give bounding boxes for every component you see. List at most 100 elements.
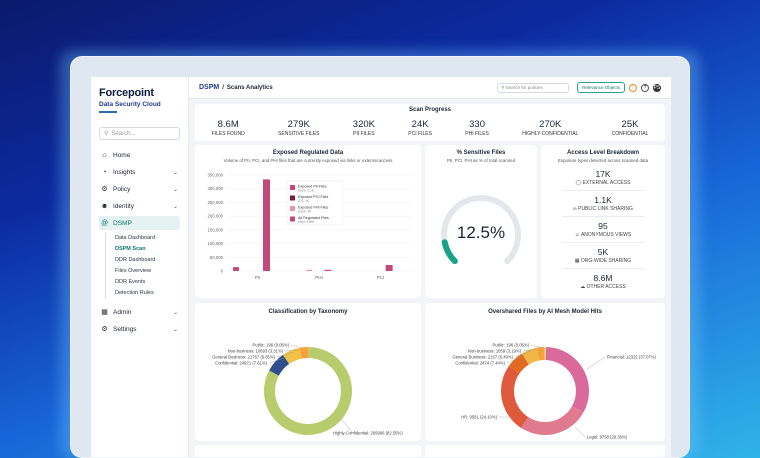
bar-all-regulated-files bbox=[324, 269, 332, 271]
donut-label: Highly-Confidential: 269996 (82.55%) bbox=[333, 430, 403, 435]
globe-icon: ◯ bbox=[575, 180, 583, 186]
chevron-down-icon: ⌄ bbox=[172, 309, 178, 316]
relevance-objects-button[interactable]: Relevance Objects bbox=[577, 82, 625, 93]
help-icon[interactable]: ? bbox=[641, 83, 649, 92]
overshared-title: Overshared Files by AI Mesh Model Hits bbox=[488, 309, 602, 315]
logo: Forcepoint bbox=[99, 87, 154, 99]
stat-value: 320K bbox=[352, 119, 375, 130]
at-sign-icon: @ bbox=[100, 219, 109, 227]
exposed-data-card: Exposed Regulated Data Volume of PII, PC… bbox=[195, 145, 421, 298]
legend-label: All Regulated Files bbox=[298, 216, 329, 220]
stat-label: HIGHLY-CONFIDENTIAL bbox=[522, 131, 579, 137]
leader-line bbox=[340, 418, 354, 434]
building-icon: ▦ bbox=[574, 258, 581, 264]
sidebar: Forcepoint Data Security Cloud ⚲ Search.… bbox=[91, 77, 189, 457]
subnav-item-data-dashboard[interactable]: Data Dashboard bbox=[115, 235, 156, 241]
stat-value: 8.6M bbox=[217, 119, 239, 130]
access-label: ∞ PUBLIC LINK SHARING bbox=[541, 206, 665, 212]
access-value: 17K bbox=[595, 169, 611, 179]
donut-slice-legal bbox=[521, 406, 584, 435]
donut-slice-non-business bbox=[536, 347, 545, 361]
breadcrumb-separator: / bbox=[222, 84, 224, 91]
sidebar-nav: ⌂ Home ◔ Insights ⌄ ⚙ Policy ⌄ ☻ Identit… bbox=[99, 148, 180, 336]
users-icon: ☻ bbox=[100, 202, 109, 210]
donut-slice-public bbox=[308, 347, 310, 359]
sidebar-search-input[interactable]: ⚲ Search... bbox=[99, 127, 180, 140]
access-value: 1.1K bbox=[594, 195, 612, 205]
stat-pci-files: 24K PCI FILES bbox=[408, 119, 432, 137]
legend-detail: Issue: 9K bbox=[298, 210, 312, 214]
sidebar-item-settings[interactable]: ⚙ Settings ⌄ bbox=[99, 322, 180, 336]
access-subtitle: Exposure types detected across scanned d… bbox=[557, 158, 649, 163]
subnav-item-dspm-scan[interactable]: DSPM Scan bbox=[115, 246, 146, 252]
access-other: 8.6M ☁ OTHER ACCESS bbox=[541, 273, 665, 290]
donut-label: Legal: 9758 (29.36%) bbox=[587, 434, 628, 439]
stat-phi-files: 330 PHI FILES bbox=[465, 119, 489, 137]
divider bbox=[562, 216, 644, 217]
avatar[interactable]: PS bbox=[653, 83, 661, 92]
policy-search-input[interactable]: ⚲ Search for policies bbox=[497, 82, 570, 93]
exposed-subtitle: Volume of PII, PCI, and PHI files that a… bbox=[223, 158, 393, 163]
leader-line bbox=[530, 344, 544, 349]
access-title: Access Level Breakdown bbox=[566, 150, 640, 156]
divider bbox=[562, 268, 644, 269]
breadcrumb-root[interactable]: DSPM bbox=[199, 84, 220, 91]
y-tick-label: 300,000 bbox=[207, 186, 223, 191]
bell-icon[interactable]: ! bbox=[629, 83, 637, 92]
exposed-title: Exposed Regulated Data bbox=[272, 150, 344, 156]
access-breakdown-card: Access Level Breakdown Exposure types de… bbox=[541, 145, 665, 298]
access-list: 17K ◯ EXTERNAL ACCESS 1.1K ∞ PUBLIC LINK S… bbox=[541, 169, 665, 290]
logo-underline bbox=[99, 111, 117, 113]
subnav-item-ddr-events[interactable]: DDR Events bbox=[115, 279, 146, 285]
admin-icon: ▦ bbox=[101, 309, 108, 316]
dsmp-subnav: Data Dashboard DSPM Scan DDR Dashboard F… bbox=[105, 233, 180, 299]
subnav-item-files-overview[interactable]: Files Overview bbox=[115, 268, 152, 274]
search-icon: ⚲ bbox=[501, 84, 506, 90]
subnav-item-detection-rules[interactable]: Detection Rules bbox=[115, 290, 154, 296]
stat-highly-confidential: 270K HIGHLY-CONFIDENTIAL bbox=[522, 119, 578, 137]
access-external: 17K ◯ EXTERNAL ACCESS bbox=[541, 169, 665, 186]
legend-swatch bbox=[290, 195, 295, 201]
exposed-bar-chart: 350,000 300,000 250,000 200,000 150,000 100,0… bbox=[207, 173, 411, 280]
stat-label: FILES FOUND bbox=[211, 131, 245, 137]
overshared-donut: Public: 196 (0.06%)Non-business: 1059 (3… bbox=[452, 342, 656, 439]
donut-slice-confidential bbox=[508, 353, 529, 374]
access-value: 5K bbox=[597, 247, 609, 257]
sidebar-item-insights[interactable]: ◔ Insights ⌄ bbox=[99, 165, 180, 179]
sidebar-item-policy[interactable]: ⚙ Policy ⌄ bbox=[99, 182, 180, 196]
bottom-card-right bbox=[425, 445, 665, 457]
main-content: DSPM / Scans Analytics ⚲ Search for poli… bbox=[189, 77, 671, 457]
sidebar-item-label: DSMP bbox=[113, 219, 132, 227]
stat-pii-files: 320K PII FILES bbox=[353, 119, 375, 137]
settings-icon: ⚙ bbox=[101, 326, 108, 333]
x-tick-label: PCI bbox=[377, 275, 385, 280]
subnav-item-ddr-dashboard[interactable]: DDR Dashboard bbox=[115, 257, 156, 263]
pie-chart-icon: ◔ bbox=[102, 168, 107, 176]
sidebar-item-dsmp[interactable]: @ DSMP bbox=[99, 216, 180, 230]
overshared-card: Overshared Files by AI Mesh Model Hits P… bbox=[425, 303, 665, 441]
gauge-track bbox=[441, 195, 521, 265]
stat-value: 24K bbox=[411, 119, 429, 130]
user-icon: ☺ bbox=[574, 232, 581, 238]
leader-line bbox=[276, 351, 294, 358]
legend-label: Exposed PHI Files bbox=[298, 206, 328, 210]
access-label: ☁ OTHER ACCESS bbox=[541, 284, 665, 290]
legend-detail: Error: 190K bbox=[298, 220, 315, 224]
divider bbox=[562, 242, 644, 243]
donut-label: Non-business: 1059 (3.19%) bbox=[468, 348, 522, 353]
sidebar-item-admin[interactable]: ▦ Admin ⌄ bbox=[99, 305, 180, 319]
stat-label: SENSITIVE FILES bbox=[278, 131, 320, 137]
donut-label: HR: 9581 (24.10%) bbox=[461, 414, 497, 419]
sidebar-item-home[interactable]: ⌂ Home bbox=[99, 148, 180, 162]
page-title: Scans Analytics bbox=[226, 84, 273, 91]
donut-label: Confidential: 2474 (7.44%) bbox=[455, 360, 505, 365]
sidebar-item-label: Identity bbox=[113, 202, 134, 210]
sidebar-item-label: Admin bbox=[113, 308, 132, 316]
leader-line bbox=[586, 356, 606, 370]
sensitive-files-card: % Sensitive Files PII, PCI, PHI as % of … bbox=[425, 145, 537, 298]
leader-line bbox=[506, 355, 524, 364]
sidebar-item-identity[interactable]: ☻ Identity ⌄ bbox=[99, 199, 180, 213]
donut-label: Financial: 12322 (37.07%) bbox=[607, 354, 656, 359]
divider bbox=[562, 190, 644, 191]
